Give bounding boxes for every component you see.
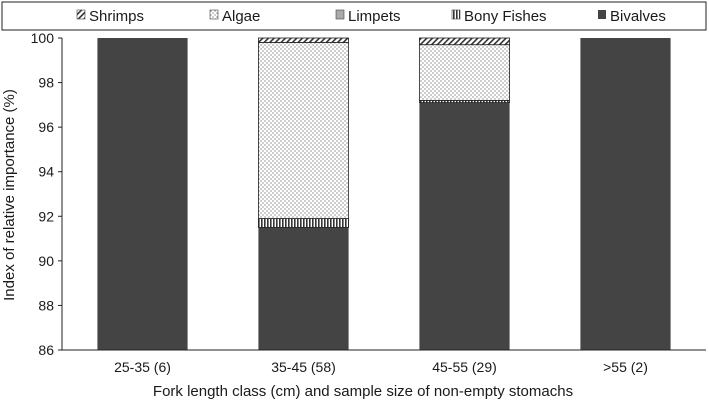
legend-label-bony-fishes: Bony Fishes	[464, 8, 547, 25]
legend-swatch-algae	[209, 9, 219, 20]
legend-box	[1, 1, 707, 31]
bar-bivalves-3	[419, 102, 510, 350]
bar-bivalves-1	[97, 38, 188, 350]
bar-shrimps-3	[419, 37, 510, 46]
y-tick-label: 90	[38, 253, 54, 269]
bar-bivalves-2	[258, 227, 349, 350]
legend-swatch-bony-fishes	[451, 9, 461, 20]
y-tick-label: 94	[38, 164, 54, 180]
y-tick-label: 100	[31, 30, 55, 46]
legend-swatch-bivalves	[598, 10, 606, 19]
legend-swatch-limpets	[335, 9, 345, 20]
legend-label-limpets: Limpets	[348, 8, 401, 25]
x-tick-label: 45-55 (29)	[432, 359, 497, 375]
plot-area: 25-35 (6) 35-45 (58) 45-55 (29) >55 (2) 86 88…	[31, 30, 706, 375]
legend-swatch-shrimps	[76, 9, 86, 20]
bar-shrimps-2	[258, 37, 349, 43]
legend-label-shrimps: Shrimps	[89, 8, 144, 25]
x-axis-title: Fork length class (cm) and sample size o…	[153, 383, 573, 400]
y-tick-label: 98	[38, 75, 54, 91]
y-tick-label: 92	[38, 208, 54, 224]
y-axis-title: Index of relative importance (%)	[1, 89, 18, 301]
y-tick-label: 96	[38, 119, 54, 135]
legend-label-algae: Algae	[222, 8, 260, 25]
bar-algae-2	[258, 42, 349, 219]
legend: Shrimps Algae Limpets Bony Fishes Bivalves	[1, 1, 707, 31]
bar-bony-fishes-2	[258, 218, 349, 228]
legend-label-bivalves: Bivalves	[610, 8, 666, 25]
x-tick-label: 35-45 (58)	[271, 359, 336, 375]
x-tick-label: 25-35 (6)	[114, 359, 171, 375]
bar-algae-3	[419, 44, 510, 101]
x-tick-label: >55 (2)	[603, 359, 648, 375]
y-tick-label: 88	[38, 297, 54, 313]
bar-bivalves-4	[580, 38, 671, 350]
y-tick-label: 86	[38, 342, 54, 358]
